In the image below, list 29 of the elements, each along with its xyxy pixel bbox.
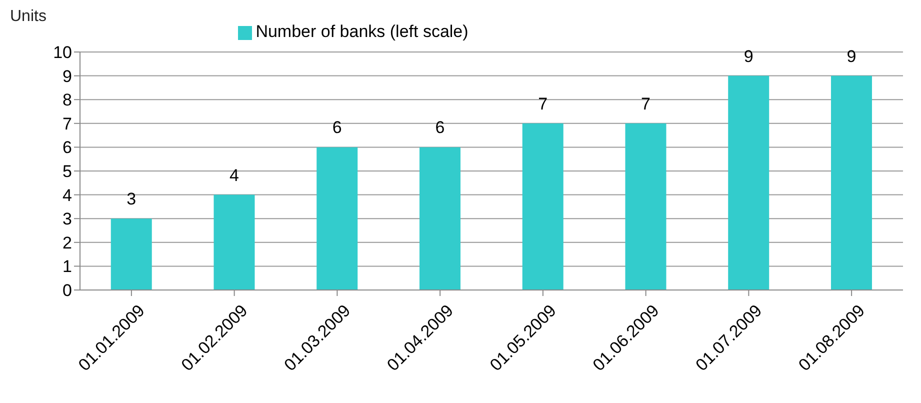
- y-tick-label: 5: [62, 162, 72, 182]
- y-tick-label: 6: [62, 138, 72, 158]
- bar: [728, 76, 770, 290]
- bar: [522, 123, 564, 290]
- y-tick-label: 2: [62, 233, 72, 252]
- bar: [625, 123, 666, 290]
- data-label: 3: [126, 190, 136, 209]
- y-axis-title: Units: [10, 8, 46, 26]
- data-label: 9: [744, 46, 754, 66]
- y-tick-label: 3: [62, 210, 72, 229]
- y-tick-label: 8: [62, 90, 72, 110]
- y-tick-label: 4: [62, 186, 72, 205]
- data-label: 6: [332, 118, 342, 138]
- y-tick-label: 0: [62, 281, 72, 300]
- y-tick-label: 7: [62, 114, 72, 134]
- y-tick-label: 10: [53, 43, 72, 62]
- data-label: 9: [846, 46, 856, 66]
- y-tick-label: 9: [62, 66, 72, 86]
- bar: [110, 218, 152, 290]
- data-label: 7: [538, 94, 548, 114]
- legend-label: Number of banks (left scale): [256, 22, 468, 41]
- bar: [419, 147, 460, 290]
- bar: [214, 194, 255, 290]
- data-label: 4: [230, 166, 239, 185]
- data-label: 7: [641, 94, 650, 114]
- bar: [316, 147, 358, 290]
- y-tick-label: 1: [62, 257, 72, 276]
- bar: [830, 76, 872, 290]
- data-label: 6: [435, 118, 445, 138]
